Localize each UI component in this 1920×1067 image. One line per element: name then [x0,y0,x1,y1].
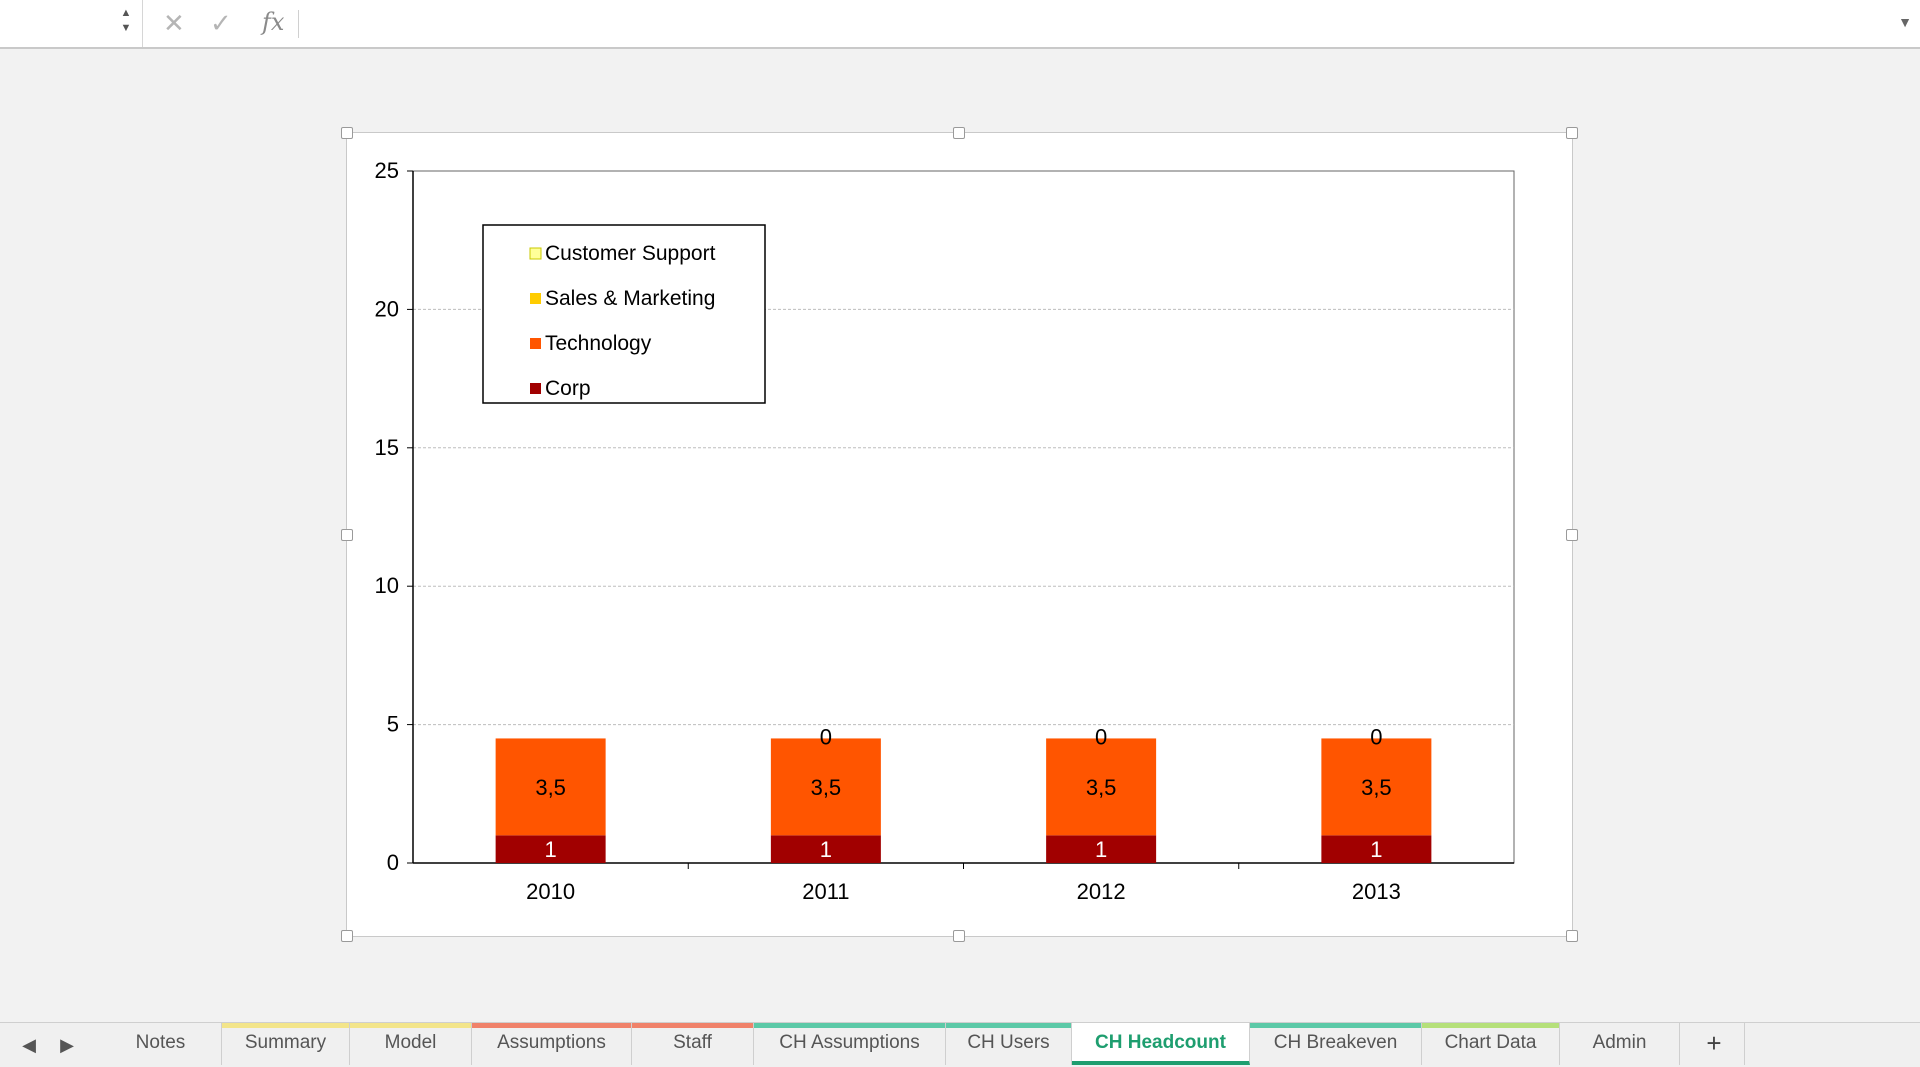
y-tick-label: 5 [387,712,399,737]
chevron-down-icon[interactable]: ▼ [1898,14,1912,30]
legend-label: Customer Support [545,242,716,265]
data-label: 0 [1095,724,1107,749]
sheet-tab-label: Assumptions [497,1032,606,1053]
fx-icon[interactable]: fx [262,8,285,36]
data-label: 3,5 [1086,775,1117,800]
stacked-bar-chart: 0 5 10 15 20 25 1 3,5 2010 1 3,5 0 2011 1 3,5 0 2012 1 3,5… [375,158,1515,904]
data-label: 1 [545,837,557,862]
sheet-tab-label: Chart Data [1444,1032,1537,1053]
bar-technology [770,738,881,836]
tab-color-stripe [350,1023,471,1028]
sheet-tab-assumptions[interactable]: Assumptions [472,1023,632,1065]
tab-color-stripe [222,1023,349,1028]
sheet-tab-chart-data[interactable]: Chart Data [1422,1023,1560,1065]
sheet-tab-notes[interactable]: Notes [100,1023,222,1065]
resize-handle-right[interactable] [1566,529,1578,541]
bar-technology [495,738,606,836]
y-tick-label: 10 [375,573,399,598]
sheet-tab-ch-users[interactable]: CH Users [946,1023,1072,1065]
sheet-tab-staff[interactable]: Staff [632,1023,754,1065]
sheet-tab-label: Staff [673,1032,712,1053]
sheet-tab-label: CH Breakeven [1273,1032,1398,1053]
data-label: 1 [1095,837,1107,862]
scroll-tabs-right-icon[interactable]: ▶ [60,1035,74,1055]
formula-bar: ▲ ▼ ✕ ✓ fx ▼ [0,0,1920,49]
tab-color-stripe [754,1023,945,1028]
x-tick-label: 2010 [526,879,575,904]
sheet-tab-label: Model [384,1032,437,1053]
legend-swatch-sales-marketing [530,293,541,304]
sheet-tab-label: CH Assumptions [779,1032,920,1053]
chart-object[interactable]: 0 5 10 15 20 25 1 3,5 2010 1 3,5 0 2011 1 3,5 0 2012 1 3,5… [341,127,1578,942]
sheet-tab-ch-headcount[interactable]: CH Headcount [1072,1023,1250,1065]
bar-technology [1046,738,1157,836]
name-box[interactable]: ▲ ▼ [0,0,143,47]
name-box-stepper-icon[interactable]: ▲ ▼ [120,7,132,34]
sheet-tab-label: Admin [1592,1032,1647,1053]
tab-color-stripe [472,1023,631,1028]
data-label: 3,5 [811,775,842,800]
data-label: 3,5 [1361,775,1392,800]
formula-divider [298,10,299,38]
y-tick-label: 15 [375,435,399,460]
legend-label: Sales & Marketing [545,287,715,310]
sheet-tab-label: Notes [135,1032,186,1053]
add-sheet-button[interactable]: + [1684,1023,1745,1065]
resize-handle-bottom-right[interactable] [1566,930,1578,942]
x-tick-label: 2011 [802,879,849,904]
resize-handle-left[interactable] [341,529,353,541]
data-label: 0 [1370,724,1382,749]
bar-technology [1321,738,1432,836]
data-label: 1 [820,837,832,862]
sheet-tab-bar: ◀ ▶ Notes Summary Model Assumptions Staff CH … [0,1022,1920,1067]
y-tick-label: 0 [387,850,399,875]
tab-color-stripe [1422,1023,1559,1028]
tab-color-stripe [1250,1023,1421,1028]
sheet-tab-admin[interactable]: Admin [1560,1023,1680,1065]
sheet-tab-summary[interactable]: Summary [222,1023,350,1065]
data-label: 1 [1370,837,1382,862]
sheet-tab-model[interactable]: Model [350,1023,472,1065]
sheet-tab-label: CH Users [967,1032,1050,1053]
legend-swatch-corp [530,383,541,394]
check-icon[interactable]: ✓ [210,8,232,38]
bar-corp [1046,835,1157,863]
bar-corp [1321,835,1432,863]
tab-color-stripe [632,1023,753,1028]
sheet-tab-label: CH Headcount [1095,1032,1226,1053]
sheet-tab-ch-breakeven[interactable]: CH Breakeven [1250,1023,1422,1065]
legend-swatch-customer-support [529,247,542,260]
resize-handle-bottom-left[interactable] [341,930,353,942]
y-tick-label: 20 [375,296,399,321]
data-label: 0 [820,724,832,749]
x-tick-label: 2012 [1077,879,1126,904]
y-tick-label: 25 [375,158,399,183]
resize-handle-top-left[interactable] [341,127,353,139]
scroll-tabs-left-icon[interactable]: ◀ [22,1035,36,1055]
sheet-tab-ch-assumptions[interactable]: CH Assumptions [754,1023,946,1065]
bar-corp [495,835,606,863]
tab-color-stripe [946,1023,1071,1028]
legend-label: Corp [545,377,591,400]
close-icon[interactable]: ✕ [163,8,185,38]
bar-corp [770,835,881,863]
resize-handle-top[interactable] [953,127,965,139]
legend-swatch-technology [530,338,541,349]
data-label: 3,5 [535,775,566,800]
sheet-tab-label: Summary [244,1032,327,1053]
formula-input[interactable] [302,4,1886,44]
resize-handle-bottom[interactable] [953,930,965,942]
legend-label: Technology [545,332,652,355]
x-tick-label: 2013 [1352,879,1401,904]
resize-handle-top-right[interactable] [1566,127,1578,139]
